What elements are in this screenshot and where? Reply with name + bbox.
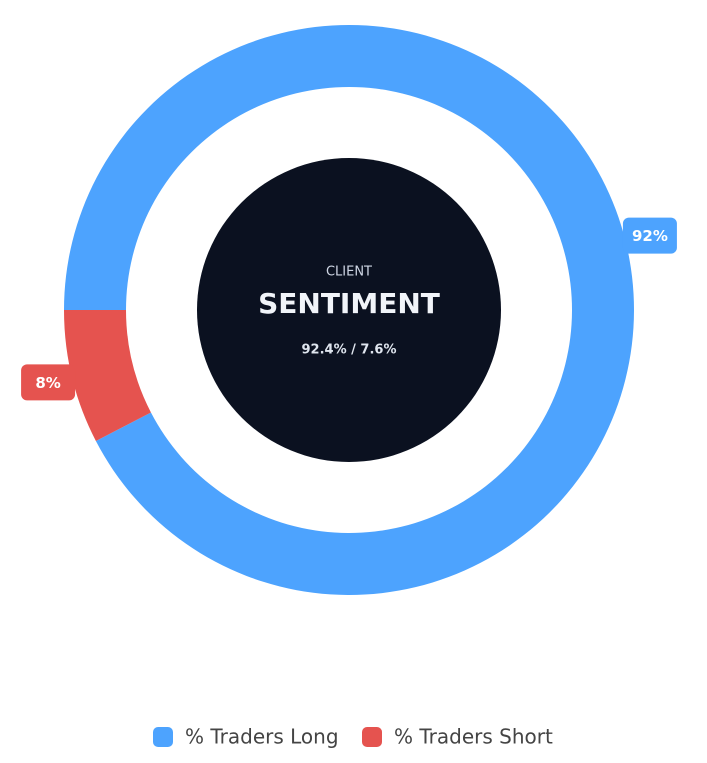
legend-swatch	[153, 727, 173, 747]
legend-label: % Traders Short	[394, 725, 553, 749]
value-label-bg	[21, 364, 76, 401]
center-title: CLIENT	[326, 265, 372, 280]
center-subtitle: 92.4% / 7.6%	[302, 343, 397, 358]
legend-swatch	[362, 727, 382, 747]
center-disc	[197, 158, 501, 462]
value-label: 8%	[35, 374, 60, 392]
center-heading: SENTIMENT	[258, 287, 440, 320]
legend-label: % Traders Long	[185, 725, 339, 749]
value-label-bg	[622, 217, 677, 254]
donut-segment	[64, 310, 151, 441]
value-label: 92%	[632, 227, 668, 245]
